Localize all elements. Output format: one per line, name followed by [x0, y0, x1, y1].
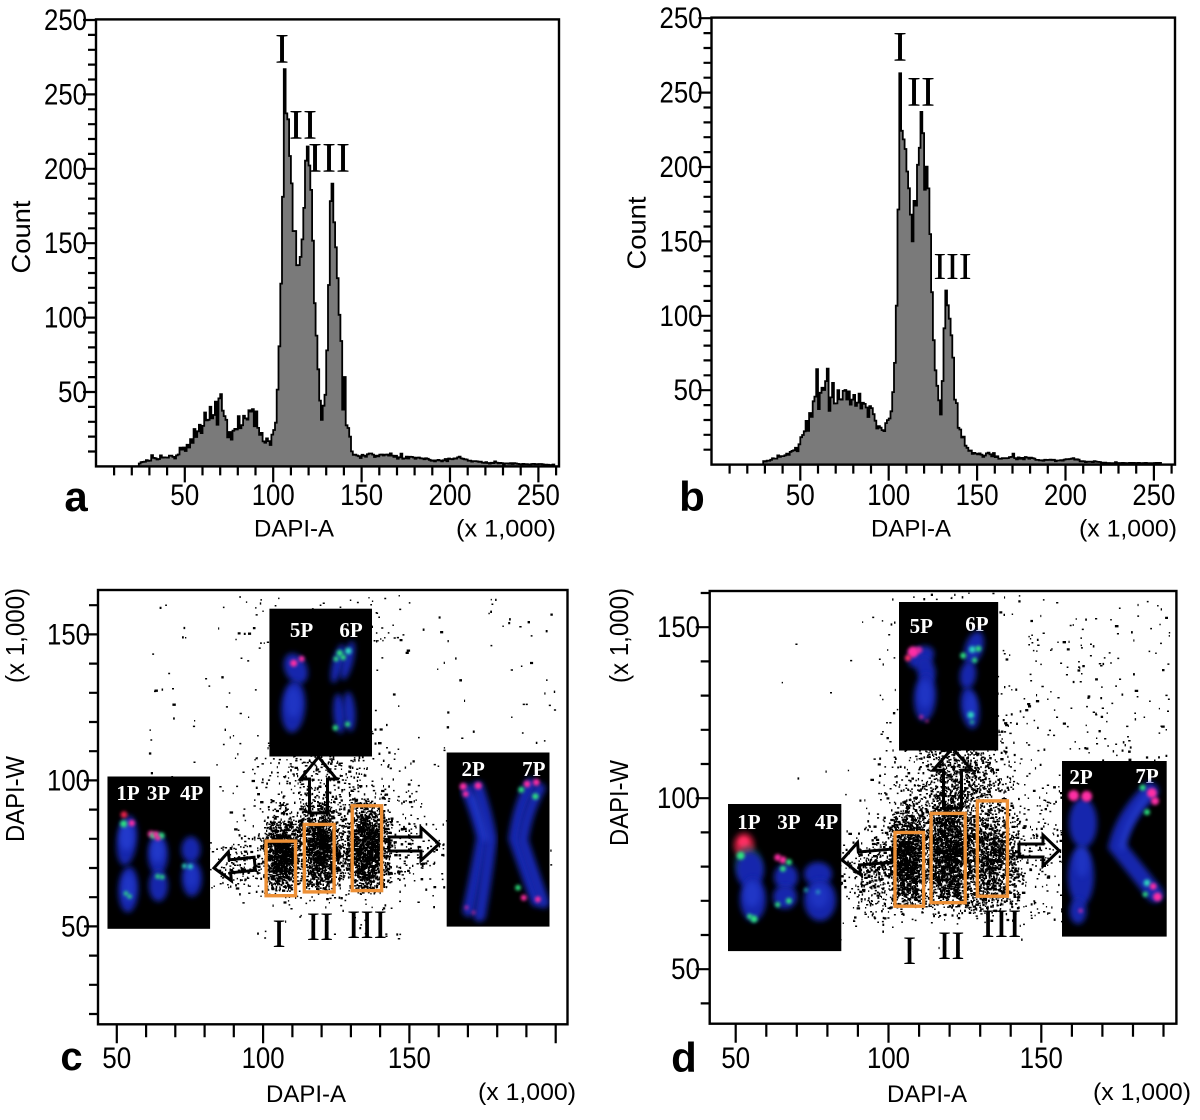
svg-text:d: d: [671, 1034, 697, 1081]
svg-text:100: 100: [252, 479, 295, 512]
svg-text:I: I: [275, 27, 289, 73]
svg-text:II: II: [907, 70, 935, 116]
svg-text:50: 50: [674, 374, 703, 407]
svg-text:250: 250: [517, 479, 560, 512]
svg-text:150: 150: [388, 1042, 431, 1075]
svg-text:50: 50: [671, 953, 700, 986]
svg-text:50: 50: [721, 1042, 750, 1075]
svg-text:100: 100: [867, 479, 910, 512]
svg-text:DAPI-A: DAPI-A: [254, 516, 334, 543]
svg-text:150: 150: [47, 618, 90, 651]
svg-text:(x 1,000): (x 1,000): [456, 516, 556, 543]
svg-text:200: 200: [44, 153, 87, 186]
svg-text:II: II: [289, 103, 317, 149]
svg-text:a: a: [64, 473, 88, 520]
svg-text:III: III: [981, 901, 1021, 946]
svg-text:50: 50: [58, 376, 87, 409]
svg-text:5P: 5P: [290, 618, 314, 642]
svg-text:7P: 7P: [1135, 764, 1159, 788]
svg-text:50: 50: [786, 479, 815, 512]
svg-text:250: 250: [660, 2, 703, 35]
svg-text:1P: 1P: [116, 781, 140, 805]
svg-text:DAPI-W: DAPI-W: [604, 760, 634, 846]
svg-text:3P: 3P: [777, 810, 801, 834]
svg-text:100: 100: [660, 300, 703, 333]
svg-text:DAPI-W: DAPI-W: [0, 756, 30, 842]
svg-text:50: 50: [61, 910, 90, 943]
svg-text:250: 250: [1132, 479, 1175, 512]
svg-text:I: I: [893, 25, 907, 71]
svg-text:III: III: [347, 902, 387, 947]
svg-text:I: I: [272, 911, 285, 956]
svg-text:100: 100: [867, 1042, 910, 1075]
svg-text:50: 50: [102, 1042, 131, 1075]
svg-text:Count: Count: [6, 200, 36, 274]
svg-text:150: 150: [1020, 1042, 1063, 1075]
svg-text:250: 250: [44, 4, 87, 37]
svg-text:200: 200: [1044, 479, 1087, 512]
svg-text:150: 150: [44, 227, 87, 260]
svg-text:7P: 7P: [522, 757, 546, 781]
svg-text:250: 250: [660, 77, 703, 110]
svg-text:2P: 2P: [462, 757, 486, 781]
svg-text:50: 50: [170, 479, 199, 512]
svg-text:4P: 4P: [180, 781, 204, 805]
svg-text:4P: 4P: [815, 810, 839, 834]
svg-text:b: b: [679, 473, 705, 520]
svg-text:150: 150: [956, 479, 999, 512]
svg-text:DAPI-A: DAPI-A: [871, 516, 951, 543]
svg-text:3P: 3P: [147, 781, 171, 805]
svg-text:II: II: [938, 923, 965, 968]
svg-text:(x 1,000): (x 1,000): [0, 588, 30, 683]
svg-text:I: I: [903, 928, 916, 973]
svg-text:6P: 6P: [965, 612, 989, 636]
svg-text:c: c: [60, 1035, 82, 1079]
svg-text:150: 150: [657, 611, 700, 644]
svg-text:200: 200: [660, 151, 703, 184]
svg-text:100: 100: [47, 764, 90, 797]
svg-text:III: III: [308, 136, 350, 182]
svg-text:150: 150: [660, 225, 703, 258]
svg-text:(x 1,000): (x 1,000): [1079, 516, 1177, 543]
svg-text:100: 100: [44, 302, 87, 335]
svg-text:Count: Count: [622, 196, 652, 270]
svg-text:(x 1,000): (x 1,000): [478, 1079, 576, 1106]
svg-text:100: 100: [242, 1042, 285, 1075]
svg-text:6P: 6P: [339, 618, 363, 642]
svg-text:III: III: [934, 246, 972, 288]
svg-text:(x 1,000): (x 1,000): [1093, 1079, 1191, 1106]
svg-text:2P: 2P: [1069, 765, 1093, 789]
svg-text:250: 250: [44, 78, 87, 111]
svg-text:DAPI-A: DAPI-A: [266, 1081, 346, 1108]
svg-text:5P: 5P: [910, 614, 934, 638]
svg-text:1P: 1P: [737, 810, 761, 834]
svg-text:100: 100: [657, 782, 700, 815]
svg-text:200: 200: [429, 479, 472, 512]
svg-text:(x 1,000): (x 1,000): [604, 588, 634, 683]
svg-text:150: 150: [340, 479, 383, 512]
svg-text:DAPI-A: DAPI-A: [887, 1081, 967, 1108]
svg-text:II: II: [307, 904, 334, 949]
